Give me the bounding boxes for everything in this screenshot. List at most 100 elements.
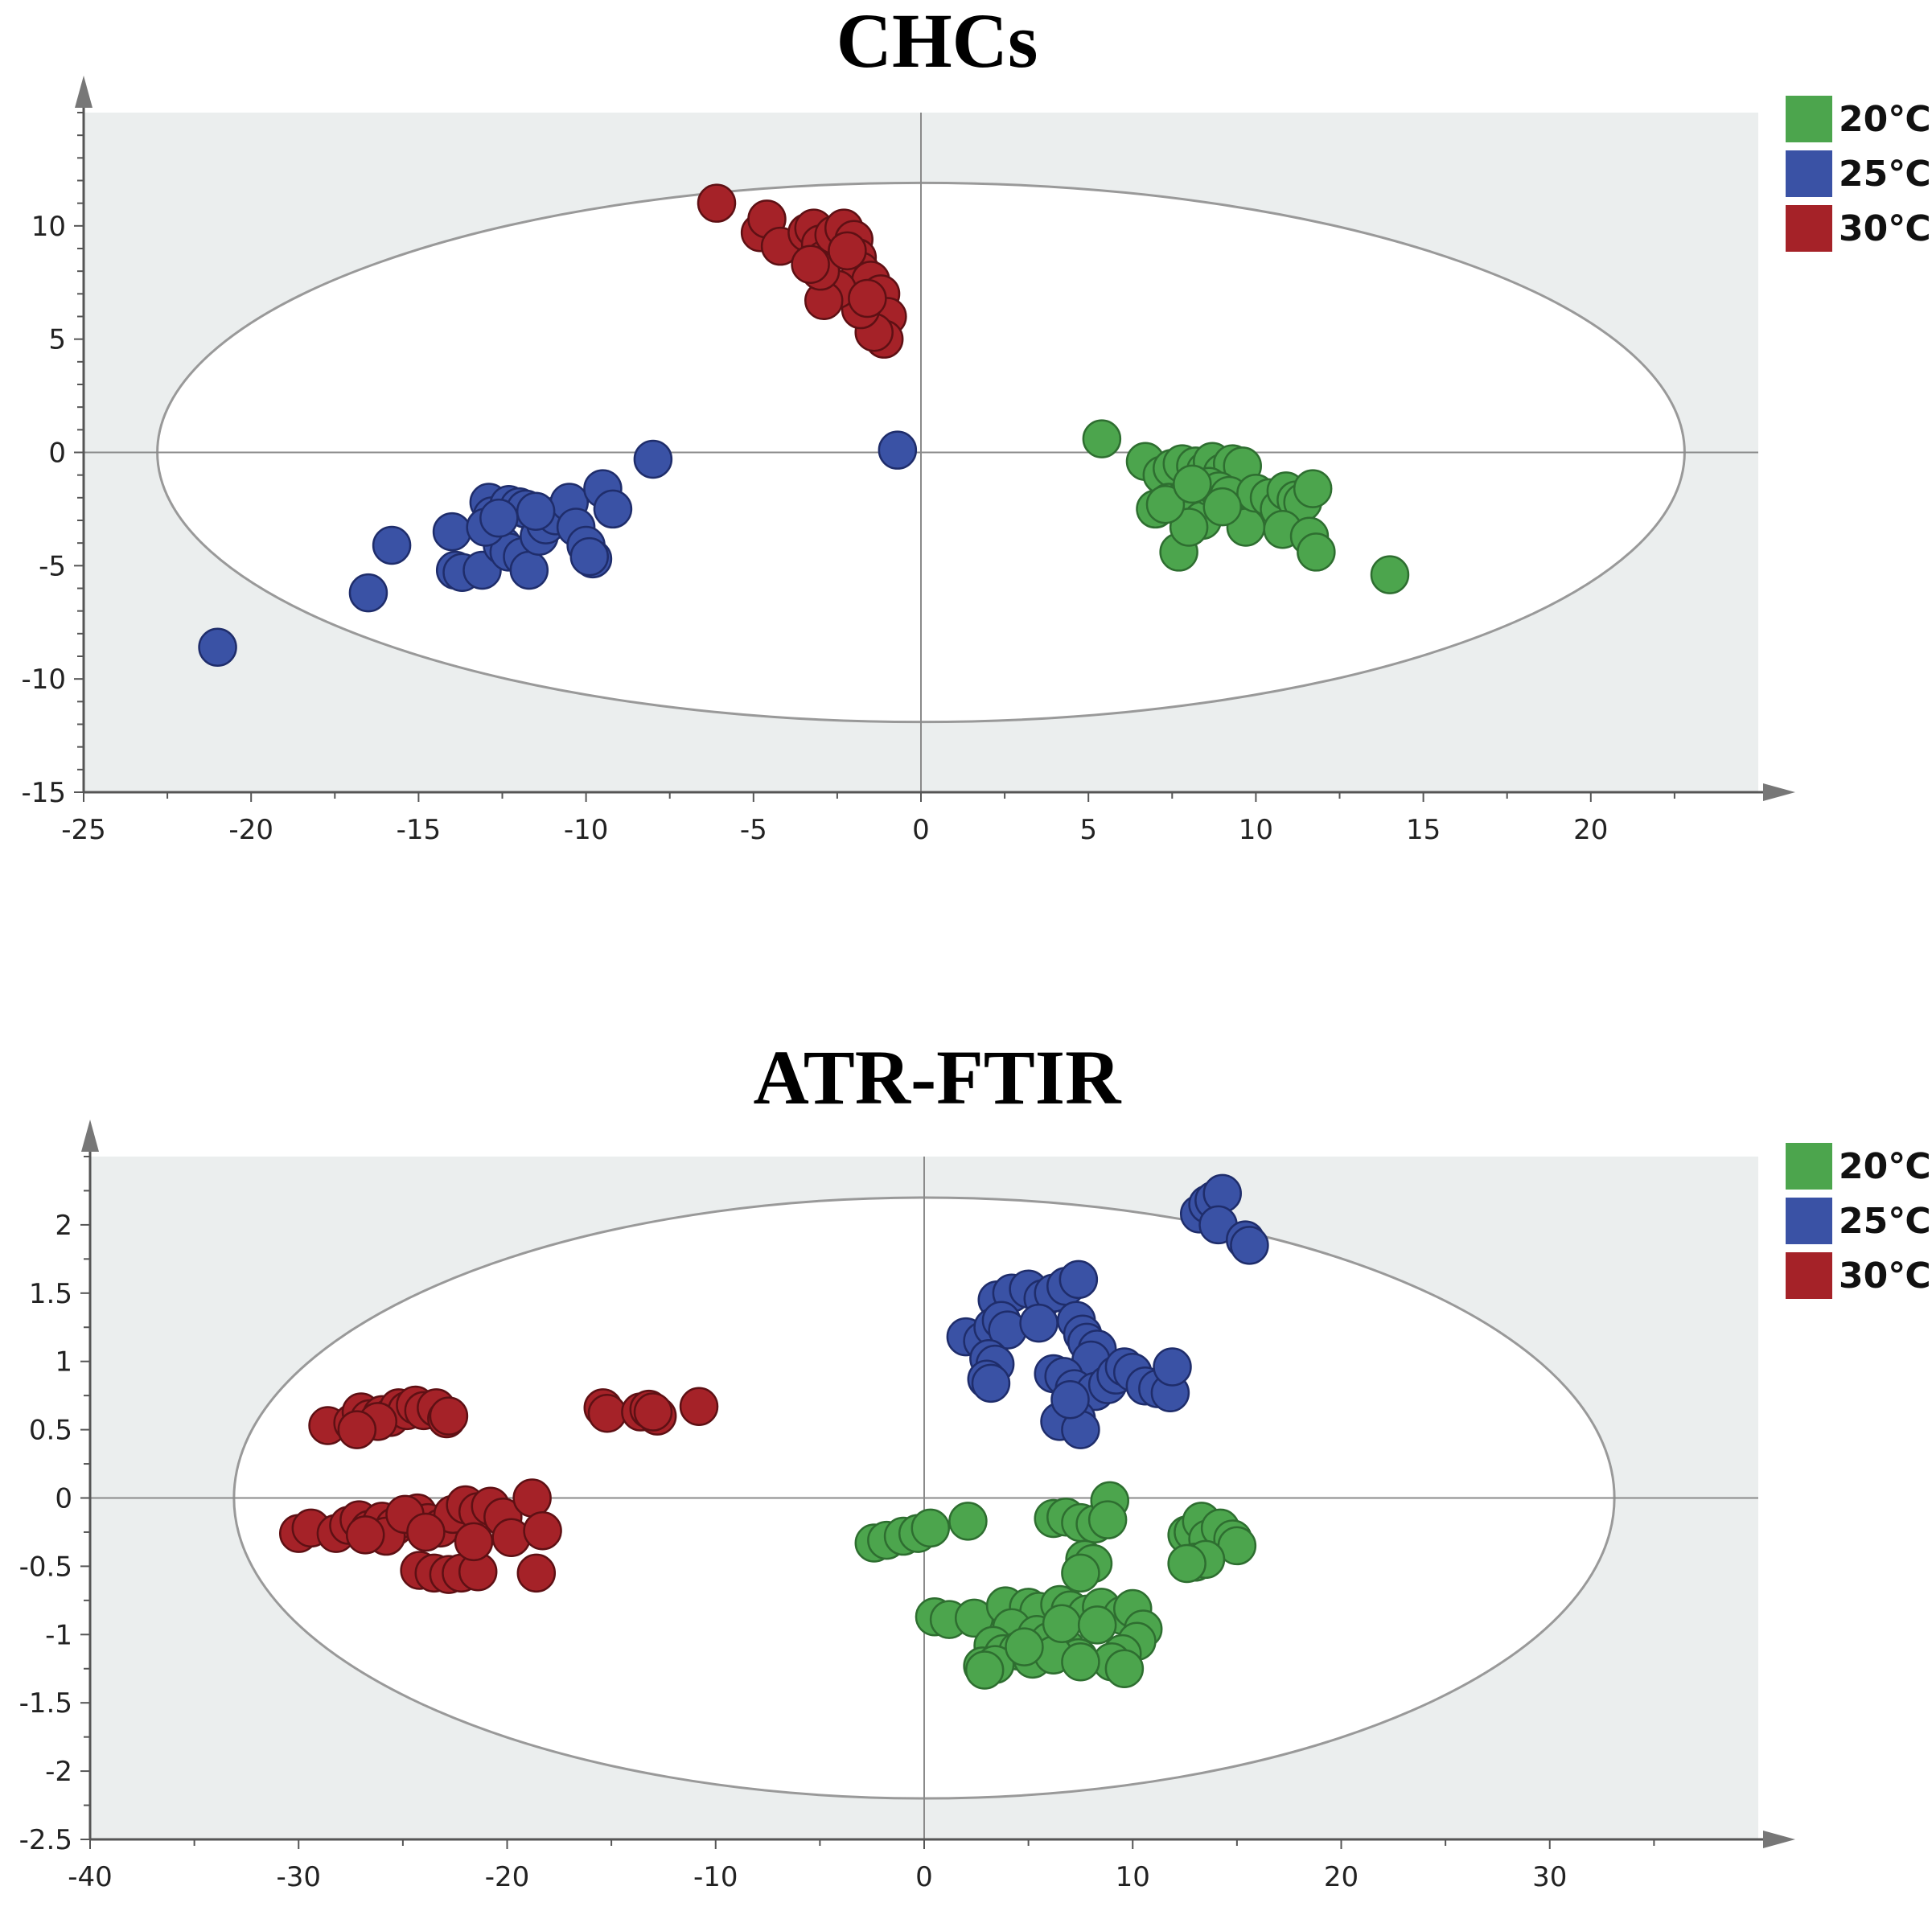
y-tick-label: 1.5	[29, 1278, 72, 1310]
y-tick-label: -1.5	[19, 1687, 72, 1720]
data-point	[679, 1387, 719, 1426]
series-0	[1082, 419, 1410, 594]
legend-swatch-30c	[1786, 205, 1832, 252]
data-point	[964, 1650, 1005, 1690]
data-point	[828, 231, 867, 271]
y-tick-label: 10	[31, 211, 66, 243]
data-point	[1173, 464, 1212, 504]
data-point	[1230, 1226, 1269, 1265]
x-tick-label: 20	[1573, 814, 1608, 846]
data-point	[593, 489, 633, 529]
data-point	[512, 1478, 552, 1518]
series-2	[279, 1385, 719, 1594]
series-2	[697, 183, 907, 359]
x-tick-label: -20	[485, 1861, 530, 1893]
series-1	[198, 430, 918, 667]
legend-item-30c: 30℃	[1786, 204, 1931, 253]
y-axis-arrow	[75, 76, 92, 108]
data-point	[848, 278, 887, 318]
legend-item-25c: 25℃	[1786, 150, 1931, 198]
legend-swatch-20c	[1786, 96, 1832, 142]
x-tick-label: 0	[915, 1861, 933, 1893]
legend-item-25c: 25℃	[1786, 1197, 1931, 1245]
atr-ftir-panel: ATR-FTIR -40 -30 -20 -10 0 10 20 30 -2.5 -2 -1.5 -1…	[0, 1034, 1932, 1915]
x-axis-arrow	[1763, 1831, 1795, 1848]
data-point	[1145, 485, 1186, 524]
data-point	[429, 1396, 469, 1436]
x-tick-label: -15	[397, 814, 442, 846]
y-tick-label: -1	[45, 1619, 72, 1651]
data-point	[1169, 508, 1209, 547]
legend: 20℃ 25℃ 30℃	[1786, 95, 1931, 259]
y-tick-label: 0	[55, 1483, 72, 1515]
y-tick-label: 0.5	[29, 1415, 72, 1447]
y-axis-arrow	[81, 1120, 99, 1152]
data-point	[1019, 1303, 1058, 1343]
chart-title: CHCs	[836, 0, 1038, 84]
legend-swatch-30c	[1786, 1252, 1832, 1299]
data-point	[432, 512, 472, 552]
x-tick-label: 20	[1324, 1861, 1359, 1893]
y-tick-label: 1	[55, 1346, 72, 1379]
legend-swatch-25c	[1786, 150, 1832, 197]
x-tick-label: -10	[693, 1861, 738, 1893]
legend-label-25c: 25℃	[1839, 153, 1931, 195]
data-point	[509, 550, 549, 590]
x-tick-label: 0	[912, 814, 930, 846]
data-point	[372, 525, 412, 565]
y-tick-label: -2	[45, 1756, 72, 1788]
x-tick-label: -40	[68, 1861, 113, 1893]
x-tick-label: 10	[1116, 1861, 1150, 1893]
x-tick-label: -25	[61, 814, 106, 846]
data-point	[697, 183, 737, 223]
chhcs-scatter-plot: -25 -20 -15 -10 -5 0 5 10 15 20 -15 -10 -5 0 5 10	[21, 76, 1795, 846]
data-point	[523, 1511, 562, 1551]
legend-label-30c: 30℃	[1839, 1255, 1931, 1297]
data-point	[791, 245, 830, 284]
data-point	[516, 1553, 557, 1593]
data-point	[1293, 469, 1333, 508]
data-point	[1077, 1605, 1117, 1645]
atr-ftir-scatter-plot: -40 -30 -20 -10 0 10 20 30 -2.5 -2 -1.5 -1 -0.5 0 0.5 1…	[19, 1120, 1795, 1893]
data-point	[1153, 1347, 1192, 1387]
data-point	[337, 1410, 377, 1449]
series-0	[854, 1481, 1257, 1690]
legend: 20℃ 25℃ 30℃	[1786, 1142, 1931, 1306]
x-tick-label: -20	[228, 814, 273, 846]
legend-item-30c: 30℃	[1786, 1251, 1931, 1300]
y-tick-label: -10	[21, 664, 66, 696]
data-point	[1005, 1627, 1044, 1666]
data-point	[1297, 532, 1336, 572]
data-point	[1042, 1604, 1082, 1643]
data-point	[345, 1515, 385, 1555]
data-point	[1087, 1500, 1128, 1539]
data-point	[633, 1392, 673, 1432]
data-point	[587, 1393, 627, 1433]
data-point	[1370, 555, 1410, 594]
x-axis-arrow	[1763, 783, 1795, 801]
data-point	[1058, 1260, 1099, 1300]
y-tick-label: -15	[21, 777, 66, 809]
series-1	[946, 1173, 1269, 1449]
data-point	[454, 1522, 494, 1562]
legend-swatch-25c	[1786, 1198, 1832, 1244]
legend-item-20c: 20℃	[1786, 95, 1931, 143]
x-tick-label: -30	[276, 1861, 321, 1893]
data-point	[1061, 1642, 1100, 1682]
data-point	[1050, 1379, 1090, 1420]
x-tick-label: -10	[564, 814, 609, 846]
legend-label-25c: 25℃	[1839, 1200, 1931, 1242]
y-tick-label: -2.5	[19, 1824, 72, 1856]
data-point	[878, 430, 918, 470]
y-tick-label: 2	[55, 1210, 72, 1242]
data-point	[971, 1363, 1011, 1403]
data-point	[1202, 487, 1243, 527]
data-point	[1061, 1553, 1100, 1593]
x-tick-label: 5	[1079, 814, 1097, 846]
legend-swatch-20c	[1786, 1143, 1832, 1190]
chart-title: ATR-FTIR	[753, 1034, 1121, 1120]
data-point	[948, 1502, 988, 1541]
y-tick-label: 0	[48, 438, 66, 470]
data-point	[198, 627, 237, 667]
y-tick-label: -0.5	[19, 1551, 72, 1583]
